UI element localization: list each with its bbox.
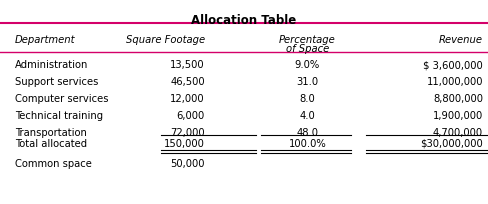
Text: 11,000,000: 11,000,000: [427, 77, 483, 86]
Text: 150,000: 150,000: [164, 138, 205, 148]
Text: 8,800,000: 8,800,000: [433, 94, 483, 103]
Text: Allocation Table: Allocation Table: [191, 14, 297, 27]
Text: Department: Department: [15, 35, 75, 45]
Text: $30,000,000: $30,000,000: [420, 138, 483, 148]
Text: Revenue: Revenue: [439, 35, 483, 45]
Text: 100.0%: 100.0%: [288, 138, 326, 148]
Text: 1,900,000: 1,900,000: [433, 110, 483, 120]
Text: Support services: Support services: [15, 77, 98, 86]
Text: 8.0: 8.0: [300, 94, 315, 103]
Text: 4,700,000: 4,700,000: [433, 127, 483, 137]
Text: 50,000: 50,000: [170, 158, 205, 168]
Text: 72,000: 72,000: [170, 127, 205, 137]
Text: 46,500: 46,500: [170, 77, 205, 86]
Text: $ 3,600,000: $ 3,600,000: [424, 60, 483, 70]
Text: 9.0%: 9.0%: [295, 60, 320, 70]
Text: Computer services: Computer services: [15, 94, 108, 103]
Text: 48.0: 48.0: [296, 127, 319, 137]
Text: Square Footage: Square Footage: [126, 35, 205, 45]
Text: 6,000: 6,000: [177, 110, 205, 120]
Text: Technical training: Technical training: [15, 110, 103, 120]
Text: 12,000: 12,000: [170, 94, 205, 103]
Text: Total allocated: Total allocated: [15, 138, 87, 148]
Text: 13,500: 13,500: [170, 60, 205, 70]
Text: Common space: Common space: [15, 158, 92, 168]
Text: of Space: of Space: [286, 44, 329, 54]
Text: Percentage: Percentage: [279, 35, 336, 45]
Text: 31.0: 31.0: [296, 77, 319, 86]
Text: Administration: Administration: [15, 60, 88, 70]
Text: Transportation: Transportation: [15, 127, 86, 137]
Text: 4.0: 4.0: [300, 110, 315, 120]
